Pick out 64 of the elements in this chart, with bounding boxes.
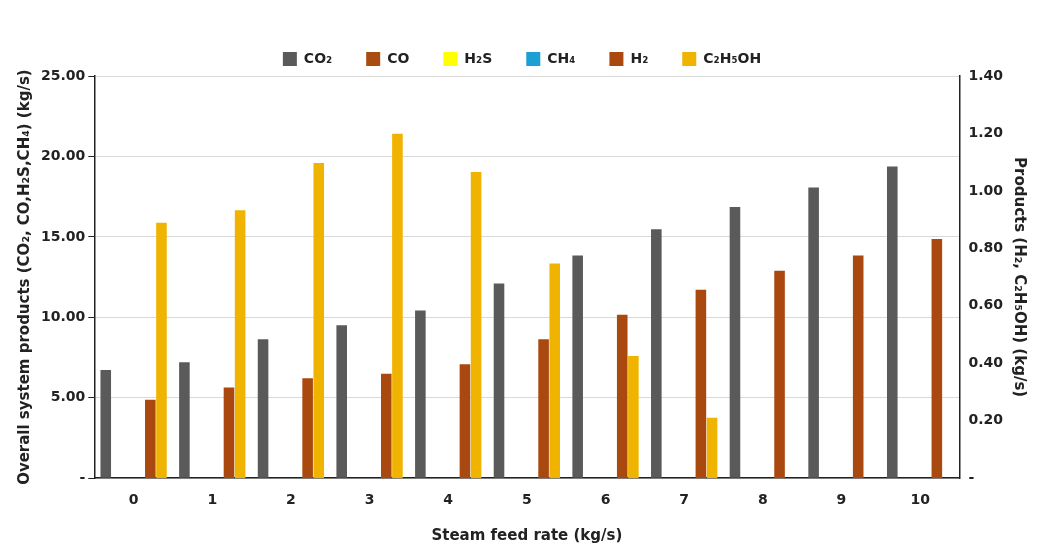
x-axis-title: Steam feed rate (kg/s) [431,525,623,544]
y2-tick-label: 0.80 [968,239,1004,256]
x-tick-label: 1 [207,491,218,508]
bar [257,339,269,478]
x-tick-label: 7 [679,491,690,508]
legend-label: CH₄ [547,49,576,66]
legend-label: CO₂ [303,49,333,66]
bar [145,399,156,479]
x-tick-label: 6 [600,491,611,508]
bar [572,255,583,478]
bar [931,238,943,479]
x-tick-label: 9 [836,491,847,508]
x-tick-label: 3 [364,491,375,508]
bar [234,210,246,479]
y2-tick-label: 0.20 [968,411,1004,428]
bar [100,369,112,478]
y2-tick-label: 1.00 [968,181,1004,198]
bar [706,417,718,479]
bar [549,263,561,479]
bar [729,207,741,478]
bar [179,362,190,478]
bar [651,229,662,478]
bar [392,133,403,479]
y-tick-label: - [79,468,86,485]
bar [628,356,639,479]
y-tick-label: 10.00 [40,307,86,324]
bar [774,270,785,479]
bar [616,314,628,479]
legend-label: H₂S [464,49,493,66]
bar [886,166,898,478]
x-tick-label: 8 [757,491,768,508]
y2-tick-label: 1.20 [968,124,1004,141]
bar [156,222,167,479]
legend-label: C₂H₅OH [703,49,762,66]
y2-axis-title: Products (H₂, C₂H₅OH) (kg/s) [1011,157,1030,398]
bar [459,364,471,479]
y2-tick-label: 0.60 [968,296,1004,313]
bar [538,339,549,479]
y-tick-label: 5.00 [50,388,86,405]
x-tick-label: 0 [128,491,139,508]
legend-label: H₂ [630,49,649,66]
bar [493,283,505,478]
bar [415,310,426,478]
x-tick-label: 2 [286,491,296,508]
y-tick-label: 20.00 [40,147,86,164]
x-tick-label: 10 [910,491,931,508]
y2-tick-label: 0.40 [968,353,1004,370]
bar [470,171,482,479]
y-axis-title: Overall system products (CO₂, CO,H₂S,CH₄) (kg/s) [14,69,33,485]
legend-label: CO [387,49,410,66]
bar [380,373,392,479]
y2-tick-label: 1.40 [968,66,1004,83]
y2-tick-label: - [968,468,975,485]
bar [852,255,864,479]
bar [336,325,347,478]
bar [302,378,313,479]
y-tick-label: 25.00 [40,66,86,83]
x-tick-label: 4 [443,491,454,508]
bar [695,289,707,479]
x-tick-label: 5 [522,491,532,508]
y-tick-label: 15.00 [40,227,86,244]
bar [223,387,235,479]
bar [808,187,819,478]
bar [313,163,325,479]
